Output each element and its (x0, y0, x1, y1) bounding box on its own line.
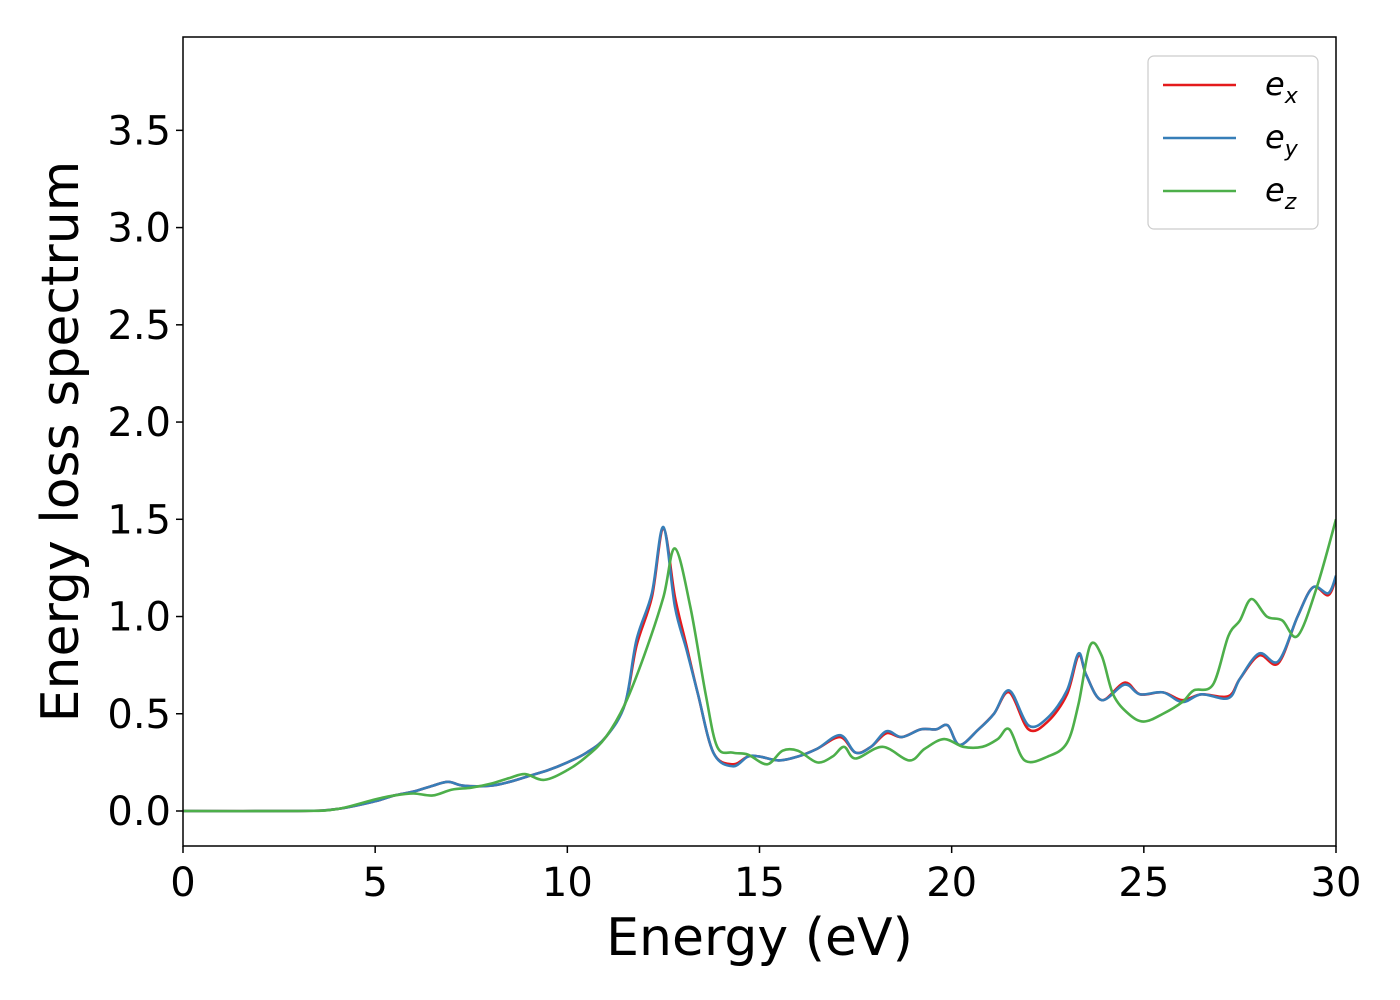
series-line-x (183, 527, 1336, 813)
y-tick-label: 1.5 (107, 497, 171, 543)
y-tick-label: 3.0 (107, 206, 171, 252)
y-tick-label: 0.5 (107, 692, 171, 738)
legend-label-y: ey (1265, 118, 1299, 162)
series-line-z (183, 518, 1336, 813)
x-tick-label: 20 (926, 860, 977, 906)
y-tick-label: 1.0 (107, 595, 171, 641)
x-tick-label: 5 (362, 860, 387, 906)
legend-box (1147, 55, 1319, 230)
x-tick-label: 30 (1311, 860, 1362, 906)
y-tick-label: 2.0 (107, 400, 171, 446)
legend-label-z: ez (1265, 171, 1297, 215)
y-tick-label: 3.5 (107, 108, 171, 154)
x-tick-label: 10 (542, 860, 593, 906)
legend-label-x: ex (1265, 65, 1299, 109)
y-tick-label: 2.5 (107, 303, 171, 349)
x-tick-label: 25 (1118, 860, 1169, 906)
y-axis-title: Energy loss spectrum (31, 161, 91, 723)
legend: ex ey ez (1147, 55, 1319, 230)
plot-layer (183, 518, 1336, 813)
x-tick-label: 15 (734, 860, 785, 906)
ticks-layer: 0 5 10 15 20 25 30 0.0 0.5 1.0 1.5 2.0 2.5 3.0 3.5 (107, 108, 1361, 906)
x-tick-label: 0 (170, 860, 195, 906)
x-axis-title: Energy (eV) (606, 908, 913, 968)
y-tick-label: 0.0 (107, 789, 171, 835)
series-line-y (183, 525, 1336, 813)
